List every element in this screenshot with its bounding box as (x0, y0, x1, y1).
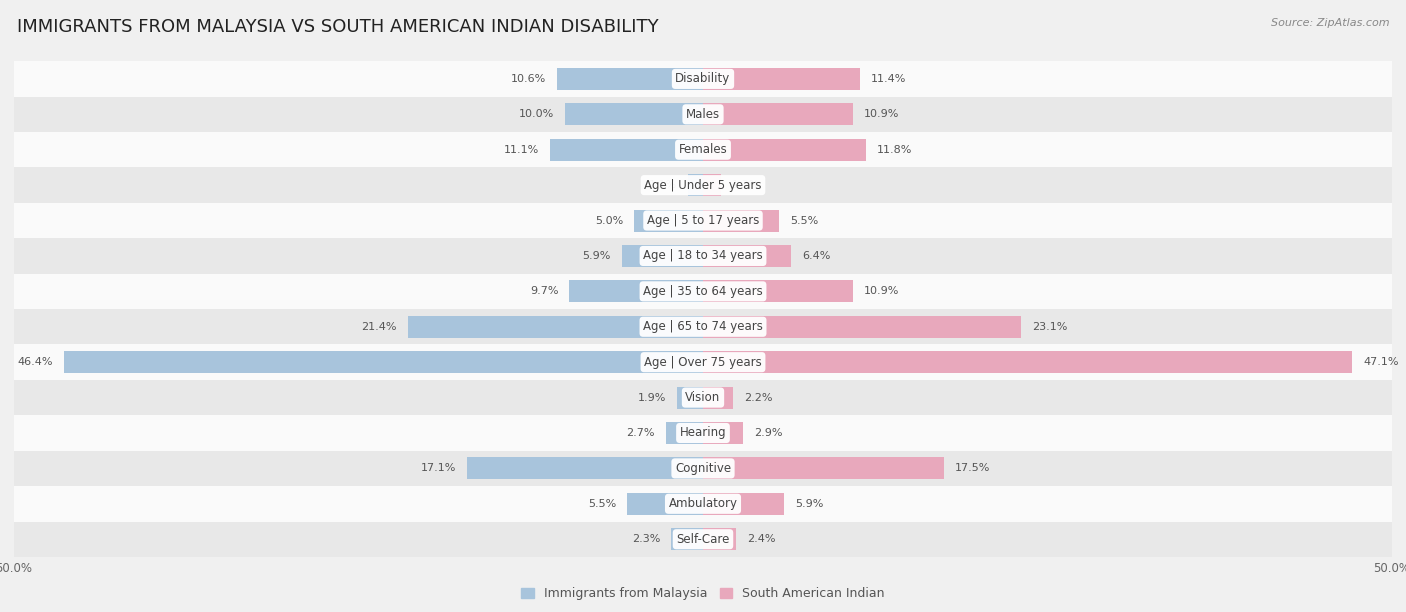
Text: 10.9%: 10.9% (865, 110, 900, 119)
Text: 11.1%: 11.1% (503, 144, 538, 155)
Text: Source: ZipAtlas.com: Source: ZipAtlas.com (1271, 18, 1389, 28)
Legend: Immigrants from Malaysia, South American Indian: Immigrants from Malaysia, South American… (516, 582, 890, 605)
Text: Ambulatory: Ambulatory (668, 498, 738, 510)
Bar (671, 528, 703, 550)
Bar (14, 97, 1392, 132)
Text: 10.9%: 10.9% (865, 286, 900, 296)
Text: Age | 35 to 64 years: Age | 35 to 64 years (643, 285, 763, 298)
Bar (703, 209, 779, 231)
Bar (14, 521, 1392, 557)
Bar (14, 274, 1392, 309)
Text: Age | 65 to 74 years: Age | 65 to 74 years (643, 320, 763, 334)
Text: 46.4%: 46.4% (17, 357, 52, 367)
Text: 6.4%: 6.4% (803, 251, 831, 261)
Bar (688, 174, 703, 196)
Bar (627, 493, 703, 515)
Bar (14, 61, 1392, 97)
Bar (703, 528, 737, 550)
Bar (14, 168, 1392, 203)
Bar (666, 422, 703, 444)
Text: 5.9%: 5.9% (582, 251, 610, 261)
Text: Hearing: Hearing (679, 427, 727, 439)
Text: 17.5%: 17.5% (955, 463, 991, 474)
Bar (634, 209, 703, 231)
Bar (703, 351, 1353, 373)
Text: Age | 18 to 34 years: Age | 18 to 34 years (643, 250, 763, 263)
Text: IMMIGRANTS FROM MALAYSIA VS SOUTH AMERICAN INDIAN DISABILITY: IMMIGRANTS FROM MALAYSIA VS SOUTH AMERIC… (17, 18, 658, 36)
Bar (14, 345, 1392, 380)
Text: Males: Males (686, 108, 720, 121)
Text: 47.1%: 47.1% (1362, 357, 1399, 367)
Text: 17.1%: 17.1% (420, 463, 457, 474)
Text: 2.2%: 2.2% (744, 392, 773, 403)
Text: 1.3%: 1.3% (733, 180, 761, 190)
Text: 23.1%: 23.1% (1032, 322, 1067, 332)
Bar (569, 280, 703, 302)
Bar (703, 174, 721, 196)
Text: 21.4%: 21.4% (361, 322, 396, 332)
Text: 5.9%: 5.9% (796, 499, 824, 509)
Bar (14, 203, 1392, 238)
Bar (703, 316, 1021, 338)
Bar (703, 387, 734, 409)
Bar (14, 309, 1392, 345)
Bar (621, 245, 703, 267)
Bar (703, 457, 945, 479)
Bar (14, 380, 1392, 416)
Text: 10.6%: 10.6% (510, 74, 546, 84)
Bar (63, 351, 703, 373)
Text: 1.1%: 1.1% (648, 180, 676, 190)
Text: 2.4%: 2.4% (747, 534, 776, 544)
Text: Age | 5 to 17 years: Age | 5 to 17 years (647, 214, 759, 227)
Text: 5.5%: 5.5% (588, 499, 616, 509)
Bar (703, 280, 853, 302)
Bar (703, 103, 853, 125)
Bar (565, 103, 703, 125)
Bar (14, 486, 1392, 521)
Text: 5.5%: 5.5% (790, 215, 818, 226)
Text: Self-Care: Self-Care (676, 532, 730, 546)
Bar (676, 387, 703, 409)
Bar (14, 238, 1392, 274)
Bar (703, 139, 866, 161)
Bar (408, 316, 703, 338)
Text: Cognitive: Cognitive (675, 462, 731, 475)
Text: 9.7%: 9.7% (530, 286, 558, 296)
Text: Vision: Vision (685, 391, 721, 404)
Bar (703, 493, 785, 515)
Bar (550, 139, 703, 161)
Text: 2.9%: 2.9% (754, 428, 783, 438)
Text: Age | Under 5 years: Age | Under 5 years (644, 179, 762, 192)
Text: 2.3%: 2.3% (631, 534, 661, 544)
Bar (557, 68, 703, 90)
Text: Disability: Disability (675, 72, 731, 86)
Text: Age | Over 75 years: Age | Over 75 years (644, 356, 762, 368)
Text: 11.4%: 11.4% (872, 74, 907, 84)
Text: 10.0%: 10.0% (519, 110, 554, 119)
Bar (467, 457, 703, 479)
Text: 1.9%: 1.9% (637, 392, 666, 403)
Text: Females: Females (679, 143, 727, 156)
Bar (703, 422, 742, 444)
Text: 2.7%: 2.7% (626, 428, 655, 438)
Bar (703, 245, 792, 267)
Bar (14, 450, 1392, 486)
Bar (14, 416, 1392, 450)
Bar (703, 68, 860, 90)
Text: 11.8%: 11.8% (876, 144, 912, 155)
Text: 5.0%: 5.0% (595, 215, 623, 226)
Bar (14, 132, 1392, 168)
